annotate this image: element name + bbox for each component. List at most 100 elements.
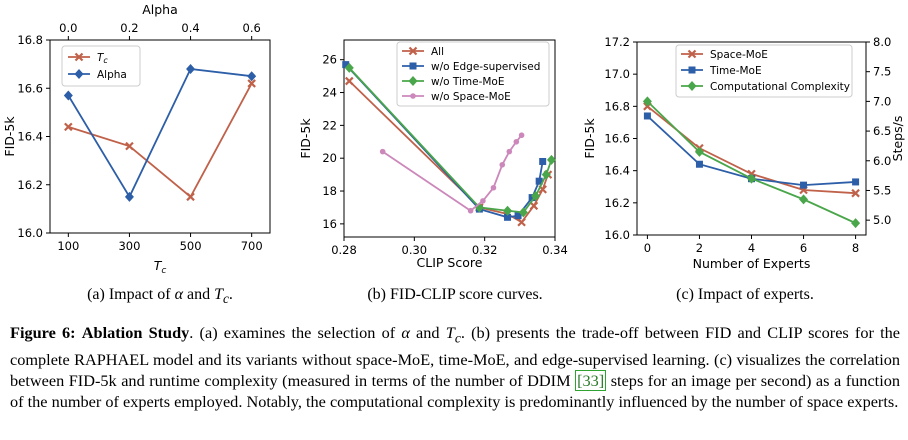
legend-label-sub: c (103, 56, 108, 65)
legend-swatch (681, 49, 703, 59)
legend-label: w/o Time-MoE (431, 76, 505, 88)
x-tick-label: 0.30 (402, 243, 428, 257)
subcaption-b: (b) FID-CLIP score curves. (367, 286, 543, 303)
figure-charts: 100 300 500 700 0.0 0.2 0.4 0.6 16.0 16.2 16.4 16.6… (2, 2, 905, 276)
x-tick-label: 100 (57, 239, 79, 253)
right-y-tick-label: 8.0 (873, 35, 891, 49)
legend-label: Time-MoE (709, 65, 762, 77)
data-point (480, 198, 486, 204)
legend-label: Tc (97, 52, 108, 65)
right-y-tick-label: 5.5 (873, 183, 891, 197)
y-tick-label: 24 (322, 86, 337, 100)
y-tick-label: 17.0 (604, 67, 630, 81)
legend-label: All (431, 46, 444, 58)
y-tick-label: 16.4 (604, 164, 630, 178)
legend-swatch-marker (74, 52, 84, 62)
figure-label: Figure 6: (10, 323, 76, 342)
data-point-stroke (125, 141, 134, 151)
data-point (851, 218, 861, 229)
legend-swatch (402, 76, 424, 86)
data-point (800, 181, 808, 189)
data-point (642, 96, 652, 107)
chart-impact-alpha-tc: 100 300 500 700 0.0 0.2 0.4 0.6 16.0 16.2 16.4 16.6… (2, 2, 271, 276)
data-point (125, 141, 134, 151)
top-x-tick-label: 0.6 (243, 21, 261, 35)
citation-link[interactable]: [33] (575, 370, 607, 392)
data-point (539, 157, 547, 165)
data-point (695, 160, 703, 168)
plot-frame (343, 39, 556, 238)
x-tick-label: 0.34 (542, 243, 568, 257)
figure-caption: Figure 6: Ablation Study. (a) examines t… (10, 323, 900, 412)
data-point (643, 112, 651, 120)
data-point (518, 132, 525, 139)
data-point (247, 71, 257, 82)
top-x-tick-label: 0.2 (120, 21, 138, 35)
y-axis-label: FID-5k (582, 118, 597, 159)
x-tick-label: 700 (241, 239, 263, 253)
data-point (528, 194, 536, 202)
legend-swatch-marker (688, 66, 696, 74)
data-point-stroke (517, 217, 526, 227)
x-axis-label: CLIP Score (417, 255, 483, 270)
y-tick-label: 26 (322, 53, 337, 67)
legend-swatch (68, 52, 90, 62)
y-tick-label: 16.8 (17, 33, 43, 47)
series-line-tc (68, 82, 253, 199)
legend-swatch-marker (408, 46, 418, 56)
legend-swatch (68, 69, 90, 79)
data-point (124, 191, 134, 202)
legend-box (675, 44, 853, 98)
x-axis-label-sub: c (161, 266, 166, 276)
legend-swatch-marker (408, 76, 418, 86)
x-tick-label: 300 (118, 239, 140, 253)
y-tick-label: 16.6 (17, 81, 43, 95)
legend-box (396, 41, 550, 107)
data-point-stroke (247, 79, 256, 88)
right-y-tick-label: 6.5 (873, 124, 891, 138)
data-point-stroke (344, 76, 354, 86)
legend: All w/o Edge-supervised w/o Time-MoE w/o Sp… (396, 41, 550, 107)
x-tick-label: 0.32 (472, 243, 498, 257)
y-tick-label: 16.6 (604, 132, 630, 146)
y-tick-label: 16.4 (17, 130, 43, 144)
data-point (535, 177, 543, 185)
data-point (64, 122, 73, 132)
data-point (247, 79, 256, 88)
legend-swatch-marker (74, 69, 84, 79)
legend-swatch-marker (409, 62, 417, 70)
series-line (646, 100, 856, 224)
y-axis-label: FID-5k (298, 118, 313, 159)
legend-swatch-marker-stroke (687, 49, 697, 59)
data-point (379, 148, 386, 155)
data-point (513, 138, 520, 145)
data-point (490, 184, 497, 191)
y-tick-label: 16 (322, 217, 337, 231)
x-tick-label: 4 (748, 241, 755, 255)
x-tick-label: 8 (852, 241, 859, 255)
subcaption-c: (c) Impact of experts. (676, 286, 814, 303)
y-axis-label: FID-5k (2, 116, 17, 157)
x-axis-label: Number of Experts (693, 256, 811, 271)
data-point (503, 205, 513, 216)
legend-label: Space-MoE (710, 49, 768, 61)
x-axis-label: Tc (154, 258, 167, 276)
right-y-tick-label: 5.0 (873, 213, 891, 227)
data-point (531, 190, 541, 201)
x-tick-label: 6 (800, 241, 807, 255)
chart-impact-experts: 0 2 4 6 8 16.0 16.2 16.4 16.6 16.8 17.0 17.2 5.0 5.5 6… (582, 35, 905, 271)
data-point (694, 146, 704, 157)
right-y-tick-label: 7.5 (873, 65, 891, 79)
data-point (747, 173, 756, 184)
data-point (342, 61, 350, 69)
x-tick-label: 0 (644, 241, 651, 255)
legend-swatch (402, 46, 424, 56)
y-tick-label: 17.2 (604, 35, 630, 49)
series-line (382, 134, 523, 212)
legend-swatch-marker (687, 49, 697, 59)
data-point (799, 194, 809, 205)
caption-title: Ablation Study (81, 323, 190, 342)
data-point (504, 213, 512, 221)
data-point (499, 161, 506, 168)
